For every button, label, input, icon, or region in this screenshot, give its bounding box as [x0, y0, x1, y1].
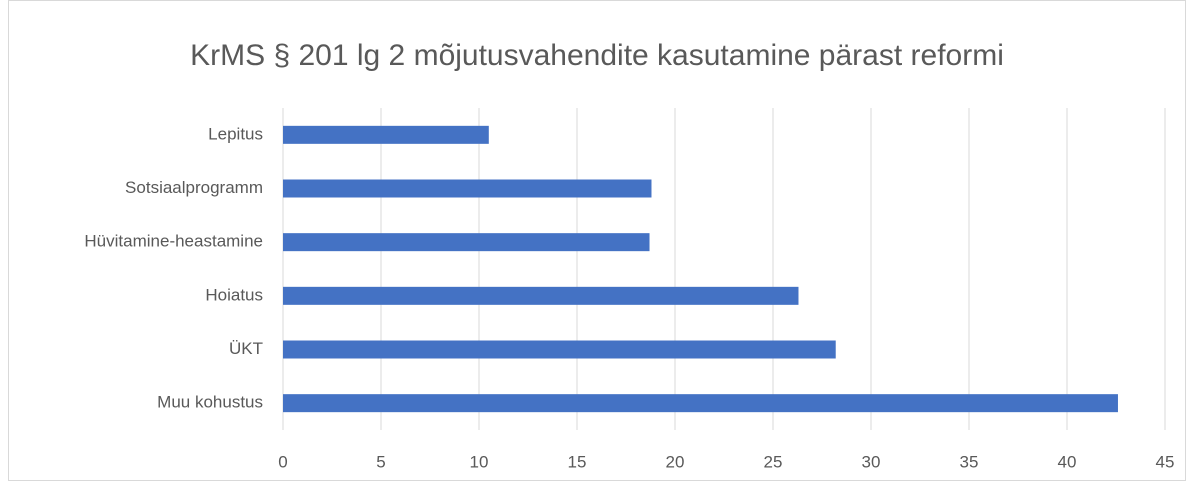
x-tick-label: 15 — [568, 452, 587, 471]
x-tick-label: 5 — [376, 452, 385, 471]
y-tick-label: Hoiatus — [205, 285, 263, 304]
x-tick-label: 10 — [470, 452, 489, 471]
chart-title: KrMS § 201 lg 2 mõjutusvahendite kasutam… — [190, 39, 1004, 72]
x-tick-label: 25 — [764, 452, 783, 471]
bar — [283, 394, 1118, 413]
x-tick-label: 45 — [1156, 452, 1175, 471]
x-tick-label: 40 — [1058, 452, 1077, 471]
bar — [283, 179, 652, 198]
x-tick-label: 0 — [278, 452, 287, 471]
bar — [283, 286, 799, 305]
y-tick-label: Lepitus — [208, 124, 263, 143]
y-tick-label: Hüvitamine-heastamine — [84, 232, 263, 251]
x-tick-label: 35 — [960, 452, 979, 471]
y-tick-label: Sotsiaalprogramm — [125, 178, 263, 197]
y-tick-label: ÜKT — [229, 339, 263, 358]
x-tick-label: 20 — [666, 452, 685, 471]
bar — [283, 233, 650, 252]
bar — [283, 125, 489, 144]
x-tick-label: 30 — [862, 452, 881, 471]
bar — [283, 340, 836, 359]
y-tick-label: Muu kohustus — [157, 393, 263, 412]
